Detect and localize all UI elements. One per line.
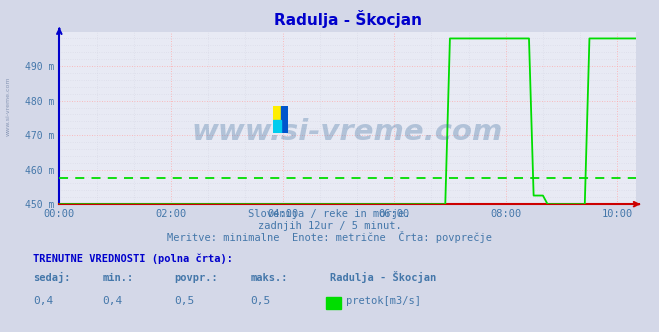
Text: pretok[m3/s]: pretok[m3/s] — [346, 296, 421, 306]
Text: maks.:: maks.: — [250, 273, 288, 283]
Text: Radulja - Škocjan: Radulja - Škocjan — [330, 271, 436, 283]
Text: 0,4: 0,4 — [33, 296, 53, 306]
Title: Radulja - Škocjan: Radulja - Škocjan — [273, 10, 422, 28]
Text: sedaj:: sedaj: — [33, 272, 71, 283]
Bar — [281, 106, 288, 133]
Text: 0,5: 0,5 — [250, 296, 271, 306]
Bar — [273, 106, 281, 120]
Text: min.:: min.: — [102, 273, 133, 283]
Text: TRENUTNE VREDNOSTI (polna črta):: TRENUTNE VREDNOSTI (polna črta): — [33, 254, 233, 264]
Text: Meritve: minimalne  Enote: metrične  Črta: povprečje: Meritve: minimalne Enote: metrične Črta:… — [167, 231, 492, 243]
Text: Slovenija / reke in morje.: Slovenija / reke in morje. — [248, 209, 411, 219]
Text: 0,5: 0,5 — [175, 296, 195, 306]
Text: povpr.:: povpr.: — [175, 273, 218, 283]
Text: zadnjih 12ur / 5 minut.: zadnjih 12ur / 5 minut. — [258, 221, 401, 231]
Text: www.si-vreme.com: www.si-vreme.com — [192, 118, 503, 146]
Text: www.si-vreme.com: www.si-vreme.com — [5, 76, 11, 136]
Text: 0,4: 0,4 — [102, 296, 123, 306]
Bar — [273, 120, 281, 133]
